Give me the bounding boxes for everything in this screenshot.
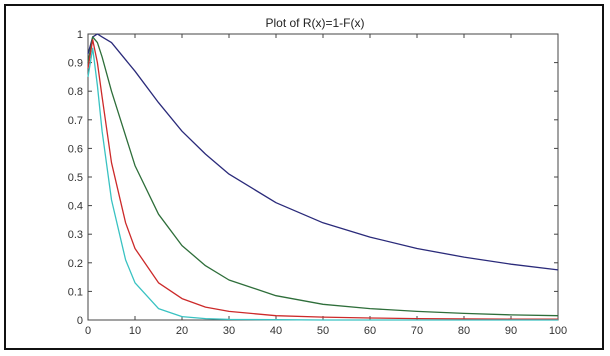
x-tick-label: 100	[549, 325, 567, 337]
y-tick-label: 0.5	[68, 172, 83, 184]
x-tick-label: 40	[270, 325, 282, 337]
y-tick-label: 0.3	[68, 229, 83, 241]
plot-area-border	[87, 33, 559, 321]
y-tick-label: 0.1	[68, 286, 83, 298]
chart-frame: Plot of R(x)=1-F(x) 0 10 20 30 40 50 60 70 80 90 1…	[4, 4, 604, 350]
x-tick-label: 50	[317, 325, 329, 337]
x-tick-label: 60	[364, 325, 376, 337]
y-tick-label: 0.4	[68, 201, 83, 213]
y-tick-label: 1	[77, 29, 83, 41]
series-lines	[87, 33, 559, 321]
x-tick-label: 90	[505, 325, 517, 337]
x-tick-label: 20	[176, 325, 188, 337]
series-line-3	[87, 39, 558, 320]
line-chart: Plot of R(x)=1-F(x) 0 10 20 30 40 50 60 70 80 90 1…	[68, 16, 567, 337]
y-tick-label: 0.8	[68, 86, 83, 98]
y-tick-label: 0	[77, 315, 83, 327]
plot-axes: 0 10 20 30 40 50 60 70 80 90 100 0 0.1 0.2 0.3 0.4 0.5 0.…	[68, 29, 567, 337]
series-line-4	[87, 47, 558, 321]
series-line-1	[87, 33, 559, 271]
x-tick-label: 80	[458, 325, 470, 337]
x-tick-label: 10	[129, 325, 141, 337]
y-tick-label: 0.7	[68, 115, 83, 127]
series-line-2	[87, 36, 559, 317]
y-tick-label: 0.9	[68, 58, 83, 70]
chart-title: Plot of R(x)=1-F(x)	[265, 16, 364, 30]
x-tick-label: 30	[223, 325, 235, 337]
y-tick-label: 0.2	[68, 258, 83, 270]
y-tick-label: 0.6	[68, 143, 83, 155]
x-tick-label: 70	[411, 325, 423, 337]
x-tick-label: 0	[85, 325, 91, 337]
